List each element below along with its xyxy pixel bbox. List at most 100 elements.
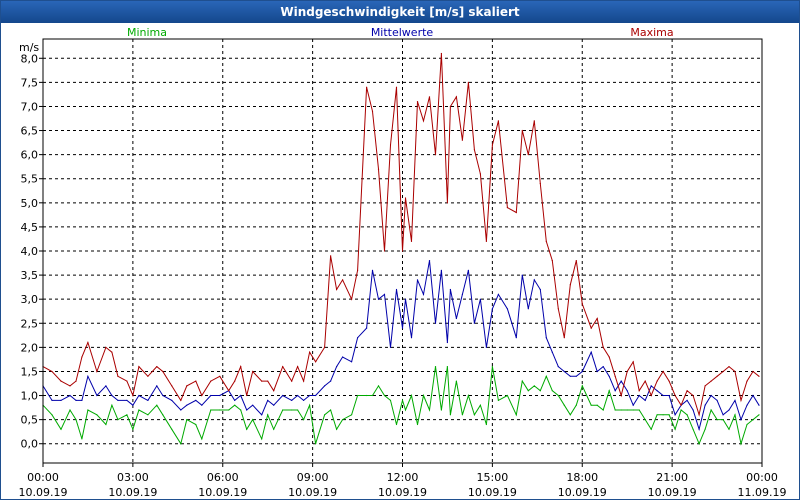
data-point-maxima	[195, 380, 197, 382]
data-point-maxima	[252, 370, 254, 373]
data-point-maxima	[620, 394, 622, 397]
data-point-minima	[551, 390, 553, 392]
data-point-minima	[692, 428, 694, 430]
data-point-maxima	[383, 250, 386, 252]
data-point-minima	[704, 428, 706, 430]
data-point-maxima	[521, 129, 523, 132]
data-point-mittelwerte	[596, 370, 598, 373]
y-tick-label: 5,0	[21, 197, 39, 210]
data-point-minima	[545, 375, 547, 377]
data-point-minima	[461, 414, 463, 416]
x-tick-time: 00:00	[27, 471, 59, 484]
data-point-maxima	[291, 380, 293, 382]
data-point-mittelwerte	[111, 394, 113, 397]
data-point-maxima	[69, 385, 71, 387]
data-point-maxima	[734, 370, 736, 373]
data-point-minima	[596, 404, 598, 406]
y-tick-label: 8,0	[21, 52, 39, 65]
y-tick-label: 1,0	[21, 390, 39, 403]
data-point-maxima	[581, 303, 583, 305]
data-point-mittelwerte	[608, 375, 610, 377]
data-point-minima	[614, 409, 616, 411]
data-point-minima	[315, 443, 317, 445]
data-point-minima	[569, 414, 571, 416]
data-point-maxima	[626, 370, 628, 373]
data-point-minima	[428, 409, 431, 411]
data-point-maxima	[557, 308, 559, 310]
data-point-minima	[644, 419, 646, 421]
x-tick-time: 15:00	[477, 471, 509, 484]
data-point-maxima	[740, 399, 742, 401]
data-point-mittelwerte	[590, 351, 592, 353]
data-point-minima	[416, 423, 419, 426]
data-point-minima	[446, 366, 448, 368]
data-point-mittelwerte	[416, 279, 419, 281]
data-point-minima	[96, 414, 98, 416]
data-point-minima	[282, 409, 284, 411]
data-point-maxima	[680, 404, 682, 406]
data-point-mittelwerte	[422, 293, 425, 295]
data-point-mittelwerte	[324, 385, 326, 387]
data-point-mittelwerte	[303, 399, 305, 401]
y-tick-label: 1,5	[21, 365, 39, 378]
data-point-mittelwerte	[551, 351, 553, 353]
data-point-maxima	[126, 380, 128, 382]
data-point-minima	[422, 394, 425, 397]
data-point-mittelwerte	[614, 390, 616, 392]
data-point-minima	[273, 428, 275, 430]
data-point-minima	[527, 390, 529, 392]
data-point-minima	[377, 385, 380, 387]
data-point-mittelwerte	[734, 399, 736, 401]
data-point-mittelwerte	[291, 399, 293, 401]
y-tick-label: 7,0	[21, 100, 39, 113]
data-point-maxima	[473, 149, 475, 151]
data-point-minima	[506, 394, 508, 397]
data-point-mittelwerte	[533, 279, 535, 281]
data-point-maxima	[210, 380, 212, 382]
data-point-mittelwerte	[656, 390, 658, 392]
data-point-minima	[324, 414, 326, 416]
data-point-mittelwerte	[497, 293, 499, 295]
data-point-minima	[485, 423, 487, 426]
data-point-mittelwerte	[728, 409, 730, 411]
data-point-maxima	[455, 96, 457, 98]
data-point-mittelwerte	[195, 399, 197, 401]
data-point-maxima	[692, 394, 694, 397]
data-point-mittelwerte	[138, 394, 140, 397]
data-point-minima	[716, 419, 718, 421]
data-point-mittelwerte	[449, 288, 451, 291]
data-point-maxima	[527, 154, 529, 156]
data-point-mittelwerte	[746, 404, 748, 406]
data-point-maxima	[111, 351, 113, 353]
data-point-minima	[632, 409, 634, 411]
data-point-minima	[219, 409, 221, 411]
data-point-mittelwerte	[105, 385, 107, 387]
data-point-maxima	[545, 240, 547, 242]
data-point-mittelwerte	[428, 260, 431, 262]
data-point-maxima	[608, 356, 610, 358]
data-point-maxima	[357, 269, 359, 271]
data-point-mittelwerte	[404, 298, 407, 300]
data-point-maxima	[569, 284, 571, 286]
data-point-maxima	[575, 260, 577, 262]
data-point-maxima	[171, 385, 173, 387]
data-point-maxima	[434, 154, 437, 156]
data-point-mittelwerte	[515, 337, 517, 339]
data-point-mittelwerte	[758, 404, 760, 406]
data-point-minima	[132, 428, 134, 430]
data-point-maxima	[491, 144, 493, 146]
data-point-maxima	[273, 390, 275, 392]
data-point-minima	[590, 404, 592, 406]
data-point-minima	[156, 404, 158, 406]
data-point-mittelwerte	[632, 404, 634, 406]
data-point-maxima	[533, 120, 535, 122]
data-point-maxima	[704, 385, 706, 387]
x-tick-time: 00:00	[746, 471, 778, 484]
data-point-minima	[662, 414, 664, 416]
data-point-maxima	[632, 361, 634, 363]
x-tick-date: 10.09.19	[558, 486, 607, 499]
data-point-minima	[563, 404, 565, 406]
data-point-maxima	[371, 110, 374, 112]
data-point-minima	[366, 394, 368, 397]
